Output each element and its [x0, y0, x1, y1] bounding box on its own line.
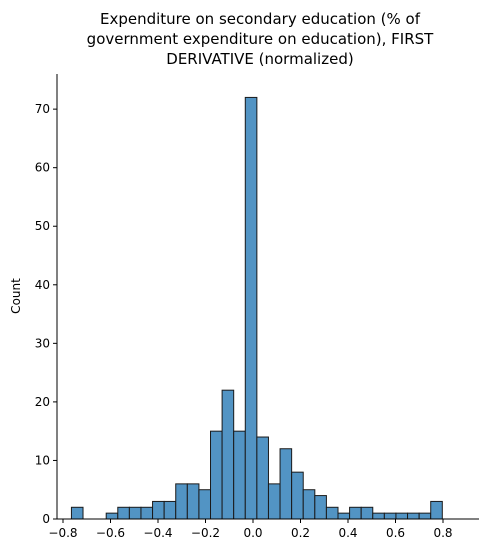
histogram-bar	[372, 512, 385, 520]
x-tick-label: 0.4	[338, 526, 357, 540]
histogram-bar	[210, 430, 223, 520]
y-tick-label: 50	[35, 219, 50, 233]
histogram-bar	[337, 512, 351, 520]
histogram-bar	[244, 96, 258, 520]
chart-title: Expenditure on secondary education (% of…	[87, 10, 434, 68]
histogram-bar	[256, 436, 269, 520]
histogram-bar	[302, 489, 316, 520]
histogram-bar	[360, 506, 374, 520]
histogram-bar	[267, 483, 281, 520]
histogram-bar	[233, 430, 246, 520]
x-tick-label: −0.6	[96, 526, 125, 540]
histogram-bar	[314, 495, 327, 520]
histogram-bar	[128, 506, 142, 520]
x-tick-label: −0.4	[143, 526, 172, 540]
histogram-bar	[186, 483, 200, 520]
title-line-3: DERIVATIVE (normalized)	[166, 50, 353, 68]
histogram-bar	[140, 506, 154, 520]
y-tick-label: 40	[35, 278, 50, 292]
y-tick-label: 10	[35, 453, 50, 467]
title-line-2: government expenditure on education), FI…	[87, 30, 434, 48]
y-tick-label: 60	[35, 161, 50, 175]
histogram-bar	[70, 506, 84, 520]
y-tick-label: 30	[35, 336, 50, 350]
histogram-bar	[163, 500, 177, 520]
histogram-bar	[407, 512, 420, 520]
histogram-bar	[105, 512, 119, 520]
histogram-bar	[349, 506, 362, 520]
histogram-bar	[117, 506, 130, 520]
y-tick-label: 0	[42, 512, 50, 526]
y-tick-label: 70	[35, 102, 50, 116]
histogram-bar	[430, 500, 443, 520]
histogram-bar	[198, 489, 212, 520]
x-tick-label: 0.8	[433, 526, 452, 540]
histogram-bar	[383, 512, 397, 520]
histogram-bar	[175, 483, 188, 520]
x-tick-label: 0.6	[386, 526, 405, 540]
x-tick-label: −0.8	[48, 526, 77, 540]
histogram-bar	[325, 506, 339, 520]
histogram-bar	[418, 512, 432, 520]
histogram-bar	[152, 500, 165, 520]
histogram-bar	[395, 512, 409, 520]
y-tick-label: 20	[35, 395, 50, 409]
x-tick-label: −0.2	[191, 526, 220, 540]
bars-group	[70, 96, 443, 520]
x-tick-label: 0.2	[291, 526, 310, 540]
y-axis-ticks: 0 10 20 30 40 50 60 70	[35, 102, 57, 526]
x-axis-ticks: −0.8 −0.6 −0.4 −0.2 0.0 0.2 0.4 0.6 0.8	[48, 519, 453, 540]
y-axis-label: Count	[9, 278, 23, 314]
histogram-bar	[221, 389, 235, 520]
title-line-1: Expenditure on secondary education (% of	[100, 10, 421, 28]
x-tick-label: 0.0	[243, 526, 262, 540]
histogram-bar	[291, 471, 304, 520]
histogram-bar	[279, 448, 293, 520]
